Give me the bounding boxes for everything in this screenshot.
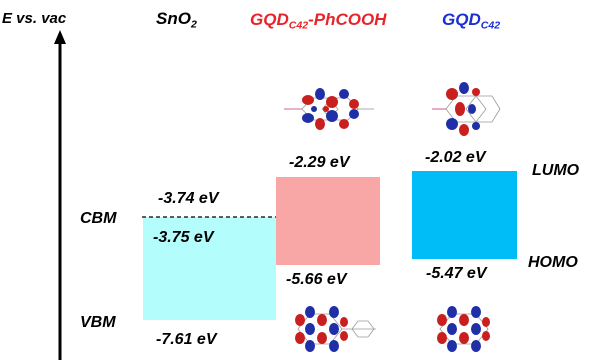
- sno2-name: SnO: [156, 9, 191, 28]
- sno2-vbm-energy: -7.61 eV: [156, 331, 217, 348]
- gqd-phcooh-name: GQD: [250, 10, 289, 29]
- gqd-homo-orbital: [437, 306, 490, 352]
- phcooh-homo-energy: -5.66 eV: [286, 271, 347, 288]
- sno2-header: SnO2: [156, 9, 197, 31]
- gqd-phcooh-suffix: -PhCOOH: [308, 10, 387, 29]
- gqd-name: GQD: [442, 10, 481, 29]
- gqd-phcooh-subscript: C42: [288, 19, 309, 32]
- cbm-label: CBM: [80, 210, 117, 227]
- gqd-homo-energy: -5.47 eV: [426, 265, 487, 282]
- phcooh-band: [276, 177, 380, 265]
- energy-axis: [54, 30, 66, 360]
- sno2-subscript: 2: [190, 18, 197, 31]
- lumo-label: LUMO: [532, 162, 580, 179]
- gqd-phcooh-header: GQDC42-PhCOOH: [250, 10, 386, 32]
- gqd-subscript: C42: [480, 19, 501, 32]
- axis-label: E vs. vac: [2, 10, 67, 27]
- phcooh-homo-orbital: [295, 306, 376, 352]
- vbm-label: VBM: [80, 314, 116, 331]
- cbm-dashed-line: [142, 216, 278, 218]
- phcooh-lumo-energy: -2.29 eV: [289, 154, 350, 171]
- sno2-cbm-energy: -3.75 eV: [153, 229, 214, 246]
- gqd-band: [412, 171, 517, 259]
- gqd-lumo-orbital: [432, 82, 501, 136]
- homo-label: HOMO: [528, 254, 578, 271]
- gqd-lumo-energy: -2.02 eV: [425, 149, 486, 166]
- phcooh-lumo-orbital: [284, 88, 374, 130]
- gqd-header: GQDC42: [442, 10, 500, 32]
- sno2-band: [143, 217, 276, 320]
- sno2-cbm-top-energy: -3.74 eV: [158, 190, 219, 207]
